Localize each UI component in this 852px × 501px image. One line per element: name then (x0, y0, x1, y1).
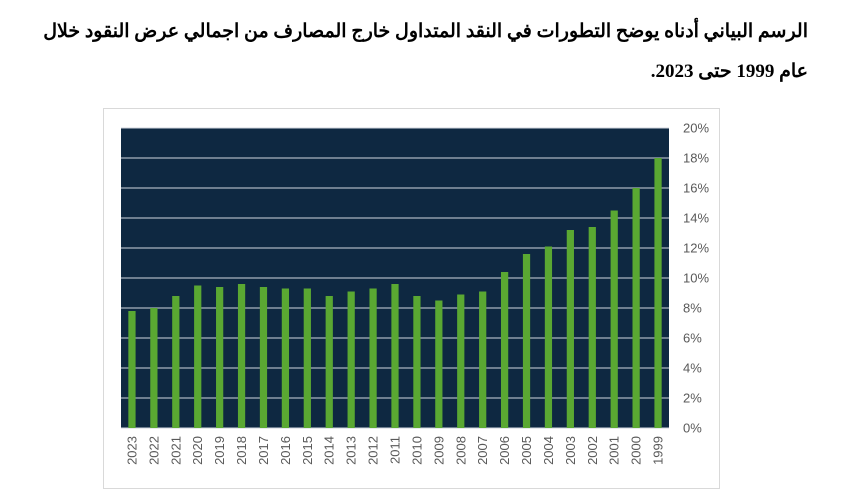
y-tick-label: 18% (683, 151, 709, 166)
bar (435, 300, 443, 428)
x-tick-label: 2001 (607, 436, 622, 465)
bar (259, 287, 268, 428)
bar (303, 288, 311, 428)
bar (413, 296, 421, 428)
x-tick-label: 2015 (300, 436, 315, 465)
bar-chart: 0% 2% 4% 6% 8% 10% 12% 14% 16% 18% 20% 2023 2022 2021… (121, 121, 709, 465)
y-tick-label: 8% (683, 301, 702, 316)
x-tick-label: 2012 (366, 436, 381, 465)
x-tick-label: 2004 (541, 436, 556, 465)
x-tick-label: 2018 (234, 436, 249, 465)
bar (150, 308, 158, 428)
x-tick-label: 2022 (146, 436, 161, 465)
y-tick-label: 0% (683, 421, 702, 436)
document-heading: الرسم البياني أدناه يوضح التطورات في الن… (28, 12, 808, 92)
bar (194, 285, 202, 428)
bar (588, 227, 596, 428)
x-tick-label: 2017 (256, 436, 271, 465)
bar (281, 288, 290, 428)
chart-frame: 0% 2% 4% 6% 8% 10% 12% 14% 16% 18% 20% 2023 2022 2021… (103, 108, 720, 489)
x-tick-label: 2002 (585, 436, 600, 465)
x-tick-label: 2007 (475, 436, 490, 465)
x-tick-label: 2000 (629, 436, 644, 465)
x-tick-label: 2005 (519, 436, 534, 465)
x-tick-label: 2023 (124, 436, 139, 465)
x-tick-label: 2014 (322, 436, 337, 465)
y-tick-label: 4% (683, 361, 702, 376)
bar (479, 291, 487, 428)
x-tick-label: 2008 (453, 436, 468, 465)
bar (544, 246, 553, 428)
y-tick-label: 2% (683, 391, 702, 406)
x-tick-label: 2003 (563, 436, 578, 465)
bar (369, 288, 377, 428)
y-tick-label: 20% (683, 121, 709, 136)
bar (347, 291, 355, 428)
heading-line-2: عام 1999 حتى 2023. (650, 61, 808, 82)
y-tick-label: 16% (683, 181, 709, 196)
heading-line-1: الرسم البياني أدناه يوضح التطورات في الن… (43, 21, 808, 42)
y-tick-label: 10% (683, 271, 709, 286)
x-tick-label: 2011 (388, 436, 403, 464)
bar (128, 311, 136, 428)
x-tick-label: 2013 (344, 436, 359, 465)
x-tick-label: 2021 (168, 436, 183, 465)
x-tick-label: 2019 (212, 436, 227, 465)
bar (325, 296, 333, 428)
bar (457, 294, 465, 428)
bar (237, 284, 246, 428)
x-tick-label: 1999 (651, 436, 666, 465)
bar (172, 296, 180, 428)
bar (632, 188, 640, 428)
x-tick-label: 2016 (278, 436, 293, 465)
bar (654, 158, 662, 428)
x-tick-label: 2010 (409, 436, 424, 465)
bar (610, 210, 618, 428)
bar (522, 254, 531, 428)
x-tick-label: 2020 (190, 436, 205, 465)
y-tick-label: 14% (683, 211, 709, 226)
x-tick-label: 2009 (431, 436, 446, 465)
y-tick-label: 12% (683, 241, 709, 256)
bar (216, 287, 224, 428)
y-tick-label: 6% (683, 331, 702, 346)
bar (391, 284, 399, 428)
x-tick-label: 2006 (497, 436, 512, 465)
bar (566, 230, 574, 428)
bar (500, 272, 509, 428)
